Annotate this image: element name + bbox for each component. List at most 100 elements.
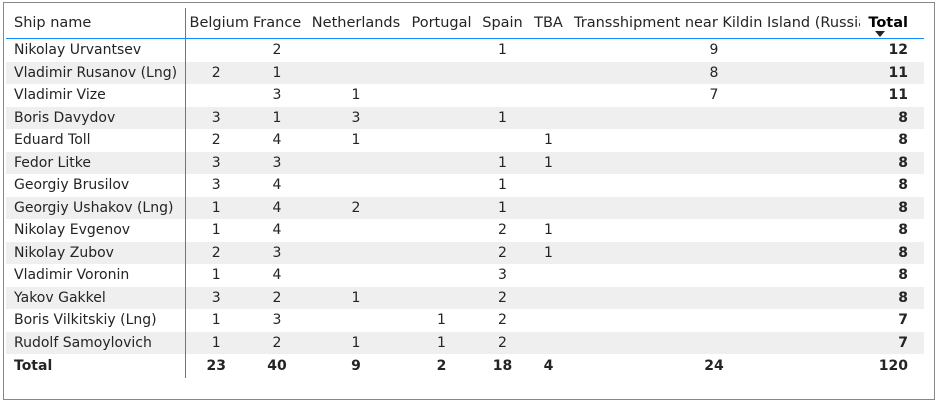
value-cell[interactable]: 3 (185, 286, 249, 309)
value-cell[interactable]: 1 (437, 312, 446, 328)
row-total-cell[interactable]: 8 (898, 267, 908, 283)
value-cell[interactable] (407, 106, 478, 129)
value-cell[interactable]: 1 (529, 151, 570, 174)
value-cell[interactable] (407, 151, 478, 174)
row-total-cell[interactable]: 8 (898, 177, 908, 193)
row-total-cell[interactable]: 11 (888, 87, 908, 103)
table-row[interactable]: Georgiy Brusilov 3 4 1 8 (6, 174, 924, 197)
row-total-cell[interactable]: 8 (860, 286, 924, 309)
value-cell[interactable] (307, 264, 407, 287)
value-cell[interactable] (407, 219, 478, 242)
total-cell[interactable]: 18 (492, 358, 513, 374)
row-total-cell[interactable]: 8 (898, 222, 908, 238)
ship-name-cell[interactable]: Nikolay Zubov (6, 241, 186, 264)
value-cell[interactable]: 3 (249, 241, 307, 264)
value-cell[interactable] (570, 174, 860, 197)
value-cell[interactable] (407, 61, 478, 84)
value-cell[interactable] (529, 84, 570, 107)
value-cell[interactable] (307, 219, 407, 242)
value-cell[interactable]: 1 (351, 132, 361, 148)
table-row[interactable]: Yakov Gakkel 3 2 1 2 8 (6, 286, 924, 309)
value-cell[interactable] (407, 39, 478, 62)
column-header-tba[interactable]: TBA (534, 15, 563, 31)
total-cell[interactable]: 9 (351, 358, 361, 374)
value-cell[interactable]: 1 (307, 286, 407, 309)
value-cell[interactable] (185, 84, 249, 107)
table-row[interactable]: Nikolay Urvantsev 2 1 9 12 (6, 38, 924, 62)
value-cell[interactable] (529, 331, 570, 354)
value-cell[interactable] (478, 61, 529, 84)
value-cell[interactable]: 2 (478, 331, 529, 354)
value-cell[interactable]: 2 (211, 132, 221, 148)
row-total-cell[interactable]: 8 (860, 196, 924, 219)
total-cell[interactable]: 40 (267, 358, 287, 374)
table-row[interactable]: Rudolf Samoylovich 1 2 1 1 2 7 (6, 331, 924, 354)
ship-name-cell[interactable]: Vladimir Vize (6, 84, 186, 107)
row-total-cell[interactable]: 7 (898, 312, 908, 328)
value-cell[interactable] (185, 39, 249, 62)
value-cell[interactable] (478, 84, 529, 107)
table-row[interactable]: Vladimir Vize 3 1 7 11 (6, 84, 924, 107)
value-cell[interactable] (570, 129, 860, 152)
value-cell[interactable]: 1 (211, 312, 221, 328)
value-cell[interactable]: 1 (407, 331, 478, 354)
column-header-portugal[interactable]: Portugal (411, 15, 472, 31)
value-cell[interactable] (570, 309, 860, 332)
column-header-spain[interactable]: Spain (482, 15, 523, 31)
value-cell[interactable]: 1 (529, 241, 570, 264)
value-cell[interactable]: 2 (185, 61, 249, 84)
value-cell[interactable]: 1 (544, 222, 553, 238)
ship-name-cell[interactable]: Yakov Gakkel (6, 286, 186, 309)
sort-descending-icon[interactable] (875, 31, 885, 37)
value-cell[interactable] (570, 331, 860, 354)
column-header-ship-name[interactable]: Ship name (6, 8, 186, 39)
column-header-transshipment[interactable]: Transshipment near Kildin Island (Russia… (574, 15, 860, 31)
table-row[interactable]: Boris Davydov 3 1 3 1 8 (6, 106, 924, 129)
value-cell[interactable] (529, 106, 570, 129)
column-header-netherlands[interactable]: Netherlands (311, 15, 401, 31)
ship-name-cell[interactable]: Vladimir Voronin (6, 264, 186, 287)
row-total-cell[interactable]: 11 (860, 61, 924, 84)
value-cell[interactable]: 4 (272, 132, 282, 148)
row-total-cell[interactable]: 8 (898, 132, 908, 148)
ship-name-cell[interactable]: Nikolay Urvantsev (6, 38, 186, 62)
total-cell[interactable]: 23 (206, 358, 226, 374)
ship-name-cell[interactable]: Fedor Litke (6, 151, 186, 174)
value-cell[interactable] (529, 196, 570, 219)
table-row[interactable]: Boris Vilkitskiy (Lng) 1 3 1 2 7 (6, 309, 924, 332)
value-cell[interactable]: 1 (478, 106, 529, 129)
total-cell[interactable]: 4 (543, 358, 554, 374)
value-cell[interactable]: 2 (498, 312, 507, 328)
value-cell[interactable]: 3 (211, 177, 221, 193)
value-cell[interactable]: 1 (544, 132, 553, 148)
value-cell[interactable]: 1 (351, 87, 361, 103)
table-row[interactable]: Nikolay Evgenov 1 4 2 1 8 (6, 219, 924, 242)
value-cell[interactable] (529, 286, 570, 309)
row-total-cell[interactable]: 8 (860, 151, 924, 174)
value-cell[interactable]: 1 (211, 267, 221, 283)
value-cell[interactable] (307, 61, 407, 84)
value-cell[interactable]: 1 (478, 151, 529, 174)
value-cell[interactable]: 3 (185, 151, 249, 174)
value-cell[interactable] (307, 39, 407, 62)
value-cell[interactable]: 1 (185, 196, 249, 219)
value-cell[interactable] (529, 309, 570, 332)
value-cell[interactable]: 7 (709, 87, 719, 103)
value-cell[interactable]: 1 (249, 61, 307, 84)
value-cell[interactable]: 1 (498, 177, 507, 193)
value-cell[interactable]: 3 (498, 267, 507, 283)
value-cell[interactable] (570, 196, 860, 219)
ship-name-cell[interactable]: Boris Vilkitskiy (Lng) (6, 309, 186, 332)
value-cell[interactable]: 2 (307, 196, 407, 219)
value-cell[interactable]: 1 (307, 331, 407, 354)
column-header-france[interactable]: France (253, 15, 302, 31)
value-cell[interactable]: 1 (185, 331, 249, 354)
total-cell[interactable]: 24 (704, 358, 724, 374)
table-row[interactable]: Fedor Litke 3 3 1 1 8 (6, 151, 924, 174)
value-cell[interactable] (307, 309, 407, 332)
value-cell[interactable]: 2 (272, 42, 282, 58)
column-header-belgium[interactable]: Belgium (189, 15, 249, 31)
value-cell[interactable] (407, 286, 478, 309)
value-cell[interactable] (407, 196, 478, 219)
ship-name-cell[interactable]: Georgiy Ushakov (Lng) (6, 196, 186, 219)
